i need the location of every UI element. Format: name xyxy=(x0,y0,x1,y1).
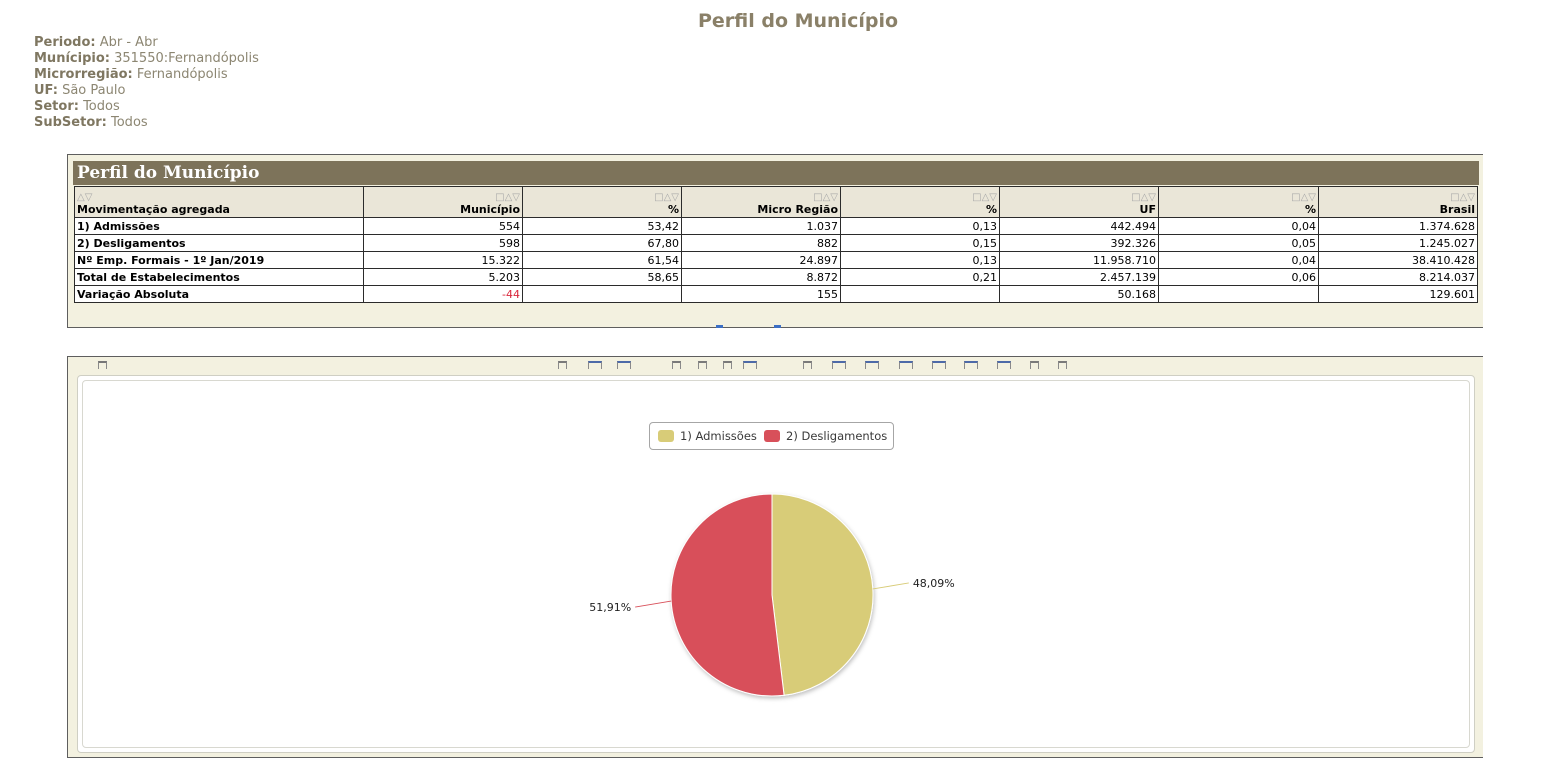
chart-toolbar xyxy=(68,357,1483,371)
page-title: Perfil do Município xyxy=(697,10,899,32)
chart-type-icon[interactable] xyxy=(997,361,1011,369)
chart-type-icon[interactable] xyxy=(932,361,946,369)
table-cell xyxy=(840,285,1000,303)
table-cell: 61,54 xyxy=(522,251,682,269)
pie-connector xyxy=(635,600,672,608)
sort-arrows-icon[interactable]: □△▽ xyxy=(813,192,838,203)
column-header-uf[interactable]: □△▽ UF xyxy=(999,186,1159,218)
chart-type-icon[interactable] xyxy=(698,361,707,369)
chart-legend: 1) Admissões 2) Desligamentos xyxy=(649,422,894,450)
filter-uf: UF: São Paulo xyxy=(34,83,126,98)
legend-swatch xyxy=(658,430,674,442)
table-cell: 0,13 xyxy=(840,217,1000,235)
sort-arrows-icon[interactable]: △▽ xyxy=(77,192,93,203)
table-cell: 15.322 xyxy=(363,251,523,269)
table-cell: 38.410.428 xyxy=(1318,251,1478,269)
table-cell: 155 xyxy=(681,285,841,303)
profile-table: △▽ Movimentação agregada □△▽ Município □△▽… xyxy=(74,186,1478,303)
sort-arrows-icon[interactable]: □△▽ xyxy=(654,192,679,203)
table-cell xyxy=(1158,285,1319,303)
table-cell: 442.494 xyxy=(999,217,1159,235)
table-cell: 0,04 xyxy=(1158,251,1319,269)
pie-data-label: 48,09% xyxy=(913,577,955,590)
chart-type-icon[interactable] xyxy=(1058,361,1067,369)
chart-type-icon[interactable] xyxy=(672,361,681,369)
filter-summary: Periodo: Abr - Abr Munícipio: 351550:Fer… xyxy=(34,35,259,131)
table-cell: 0,04 xyxy=(1158,217,1319,235)
collapse-icon[interactable] xyxy=(558,361,567,369)
chart-type-icon[interactable] xyxy=(588,361,602,369)
chart-area xyxy=(82,380,1470,748)
pie-slice[interactable] xyxy=(771,493,874,696)
column-header-movimentacao[interactable]: △▽ Movimentação agregada xyxy=(74,186,364,218)
filter-municipio: Munícipio: 351550:Fernandópolis xyxy=(34,51,259,66)
chart-type-icon[interactable] xyxy=(832,361,846,369)
chart-type-icon[interactable] xyxy=(899,361,913,369)
pie-data-label: 51,91% xyxy=(589,601,631,614)
sort-arrows-icon[interactable]: □△▽ xyxy=(1291,192,1316,203)
row-label: 2) Desligamentos xyxy=(74,234,364,252)
table-cell: 1.245.027 xyxy=(1318,234,1478,252)
filter-setor: Setor: Todos xyxy=(34,99,120,114)
table-cell: 598 xyxy=(363,234,523,252)
chart-type-icon[interactable] xyxy=(617,361,631,369)
table-cell: 50.168 xyxy=(999,285,1159,303)
legend-item-desligamentos[interactable]: 2) Desligamentos xyxy=(764,423,887,449)
table-cell: 0,15 xyxy=(840,234,1000,252)
column-header-brasil[interactable]: □△▽ Brasil xyxy=(1318,186,1478,218)
legend-item-admissoes[interactable]: 1) Admissões xyxy=(658,423,757,449)
table-cell xyxy=(522,285,682,303)
filter-microrregiao: Microrregião: Fernandópolis xyxy=(34,67,228,82)
column-header-municipio[interactable]: □△▽ Município xyxy=(363,186,523,218)
table-cell: 67,80 xyxy=(522,234,682,252)
chart-type-icon[interactable] xyxy=(803,361,812,369)
table-cell: 11.958.710 xyxy=(999,251,1159,269)
row-label: Variação Absoluta xyxy=(74,285,364,303)
bar-chart-icon[interactable] xyxy=(743,361,757,369)
pie-slice[interactable] xyxy=(670,493,785,697)
scroll-indicator[interactable] xyxy=(774,325,781,328)
scroll-indicator[interactable] xyxy=(716,325,723,328)
pie-connector xyxy=(872,582,909,590)
filter-subsetor: SubSetor: Todos xyxy=(34,115,148,130)
sort-arrows-icon[interactable]: □△▽ xyxy=(972,192,997,203)
sort-arrows-icon[interactable]: □△▽ xyxy=(1131,192,1156,203)
table-cell: 24.897 xyxy=(681,251,841,269)
legend-swatch xyxy=(764,430,780,442)
chart-type-icon[interactable] xyxy=(723,361,732,369)
table-cell: 0,13 xyxy=(840,251,1000,269)
table-row: 1) Admissões 554 53,42 1.037 0,13 442.49… xyxy=(74,217,1478,235)
sort-arrows-icon[interactable]: □△▽ xyxy=(1450,192,1475,203)
table-cell: 129.601 xyxy=(1318,285,1478,303)
table-header-row: △▽ Movimentação agregada □△▽ Município □△▽… xyxy=(74,186,1478,218)
table-cell: 554 xyxy=(363,217,523,235)
undo-icon[interactable] xyxy=(98,361,107,369)
chart-type-icon[interactable] xyxy=(865,361,879,369)
sort-arrows-icon[interactable]: □△▽ xyxy=(495,192,520,203)
filter-periodo: Periodo: Abr - Abr xyxy=(34,35,158,50)
table-title: Perfil do Município xyxy=(73,161,1479,185)
table-cell: 8.872 xyxy=(681,268,841,286)
table-row: Variação Absoluta -44 155 50.168 129.601 xyxy=(74,285,1478,303)
table-row: 2) Desligamentos 598 67,80 882 0,15 392.… xyxy=(74,234,1478,252)
table-cell: 0,06 xyxy=(1158,268,1319,286)
column-header-micro-regiao[interactable]: □△▽ Micro Região xyxy=(681,186,841,218)
table-cell: 5.203 xyxy=(363,268,523,286)
chart-type-icon[interactable] xyxy=(1030,361,1039,369)
table-cell: 53,42 xyxy=(522,217,682,235)
table-cell: 2.457.139 xyxy=(999,268,1159,286)
column-header-municipio-pct[interactable]: □△▽% xyxy=(522,186,682,218)
row-label: Total de Estabelecimentos xyxy=(74,268,364,286)
table-cell: 8.214.037 xyxy=(1318,268,1478,286)
chart-type-icon[interactable] xyxy=(964,361,978,369)
